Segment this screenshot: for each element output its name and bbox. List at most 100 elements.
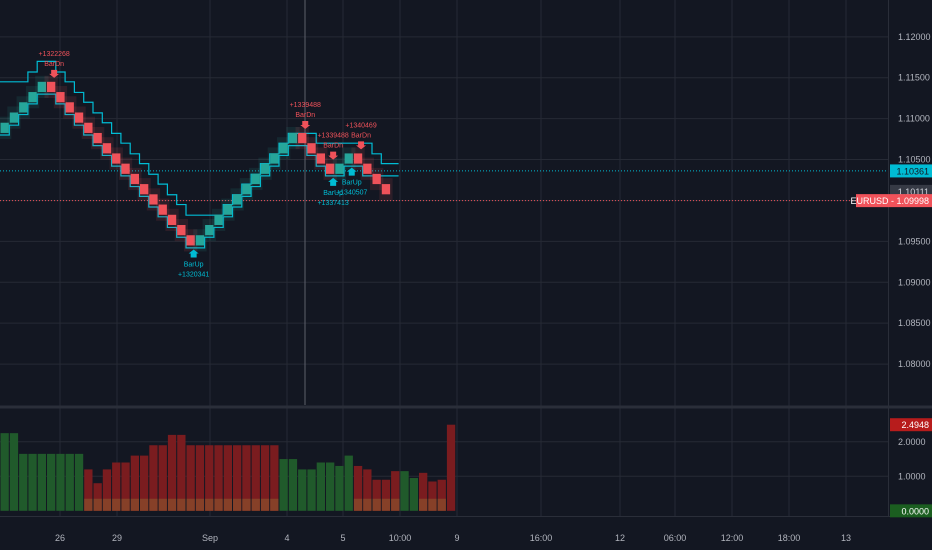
renko-brick-down[interactable] [74,112,84,123]
signal-up-arrow-icon[interactable] [188,249,199,258]
renko-brick-up[interactable] [223,204,232,215]
histogram-bar[interactable] [419,472,428,511]
histogram-bar[interactable] [260,445,270,511]
renko-brick-up[interactable] [9,112,19,123]
histogram-bar[interactable] [391,471,400,511]
histogram-bar[interactable] [121,462,130,511]
renko-brick-down[interactable] [149,194,158,205]
renko-brick-up[interactable] [270,153,279,164]
histogram-bar[interactable] [428,481,437,511]
renko-brick-up[interactable] [0,122,9,133]
renko-brick-up[interactable] [233,194,242,205]
histogram-bar[interactable] [186,445,195,511]
histogram-bar[interactable] [298,469,307,511]
signal-down-arrow-icon[interactable] [49,69,60,78]
renko-brick-up[interactable] [260,163,270,174]
renko-brick-up[interactable] [288,132,298,144]
renko-brick-down[interactable] [65,102,74,113]
histogram-bar[interactable] [9,433,19,511]
renko-brick-down[interactable] [316,153,325,164]
renko-brick-down[interactable] [130,173,139,185]
histogram-bar[interactable] [37,453,46,511]
histogram-bar[interactable] [149,445,158,511]
histogram-bar[interactable] [28,453,37,511]
histogram-bar[interactable] [47,453,56,511]
histogram-bar[interactable] [65,453,74,511]
renko-brick-down[interactable] [372,173,381,185]
renko-brick-down[interactable] [326,163,335,174]
renko-brick-up[interactable] [242,184,251,195]
histogram-bar[interactable] [102,469,112,511]
histogram-bar[interactable] [409,478,418,511]
histogram-bar[interactable] [84,469,93,511]
histogram-bar[interactable] [74,453,84,511]
histogram-bar[interactable] [288,459,298,511]
renko-brick-up[interactable] [205,225,214,236]
histogram-bar[interactable] [195,445,205,511]
histogram-bar[interactable] [251,445,260,511]
histogram-bar[interactable] [316,462,325,511]
histogram-bar[interactable] [353,465,363,511]
signal-down-arrow-icon[interactable] [300,120,311,129]
renko-brick-down[interactable] [84,122,93,133]
renko-brick-down[interactable] [307,143,316,154]
renko-brick-up[interactable] [335,163,344,174]
histogram-bar[interactable] [400,471,409,511]
histogram-bar[interactable] [242,445,251,511]
histogram-bar[interactable] [19,453,28,511]
histogram-bar[interactable] [270,445,279,511]
renko-brick-down[interactable] [363,163,372,174]
histogram-bar[interactable] [363,469,372,511]
signal-down-arrow-icon[interactable] [328,151,339,160]
histogram-bar[interactable] [56,453,65,511]
histogram-bar[interactable] [177,434,186,511]
signal-down-arrow-icon[interactable] [356,141,367,150]
histogram-bar[interactable] [344,455,353,511]
renko-brick-up[interactable] [19,102,28,113]
renko-brick-down[interactable] [167,214,177,225]
renko-brick-down[interactable] [140,184,149,195]
renko-brick-up[interactable] [214,214,223,225]
histogram-bar[interactable] [335,465,344,511]
histogram-bar[interactable] [233,445,242,511]
renko-brick-down[interactable] [93,132,102,144]
renko-brick-up[interactable] [37,81,46,93]
renko-brick-down[interactable] [381,184,391,195]
renko-brick-down[interactable] [158,204,167,215]
histogram-bar[interactable] [307,469,316,511]
histogram-bar[interactable] [158,445,167,511]
signal-id: +1320341 [178,271,209,278]
histogram-bar[interactable] [130,455,139,511]
renko-brick-down[interactable] [186,235,195,246]
histogram-bar[interactable] [140,455,149,511]
histogram-bar[interactable] [279,459,288,511]
renko-brick-down[interactable] [102,143,112,154]
renko-brick-down[interactable] [121,163,130,174]
histogram-bar[interactable] [381,479,391,511]
histogram-bar[interactable] [437,479,446,511]
histogram-bar[interactable] [112,462,121,511]
renko-brick-up[interactable] [251,173,260,185]
renko-brick-down[interactable] [112,153,121,164]
renko-brick-up[interactable] [279,143,288,154]
renko-brick-down[interactable] [47,81,56,93]
renko-brick-down[interactable] [353,153,363,164]
renko-brick-up[interactable] [344,153,353,164]
renko-brick-down[interactable] [298,132,307,144]
histogram-bar[interactable] [93,483,102,511]
renko-brick-down[interactable] [56,92,65,103]
histogram-bar[interactable] [167,434,177,511]
renko-brick-up[interactable] [195,235,205,246]
renko-brick-up[interactable] [28,92,37,103]
histogram-bar[interactable] [372,479,381,511]
histogram-bar[interactable] [0,433,9,511]
histogram-bar[interactable] [446,424,456,511]
signal-up-arrow-icon[interactable] [346,167,357,176]
histogram-bar[interactable] [214,445,223,511]
histogram-bar[interactable] [205,445,214,511]
histogram-bar[interactable] [326,462,335,511]
histogram-bar[interactable] [223,445,232,511]
renko-brick-down[interactable] [177,225,186,236]
signal-up-arrow-icon[interactable] [328,177,339,186]
